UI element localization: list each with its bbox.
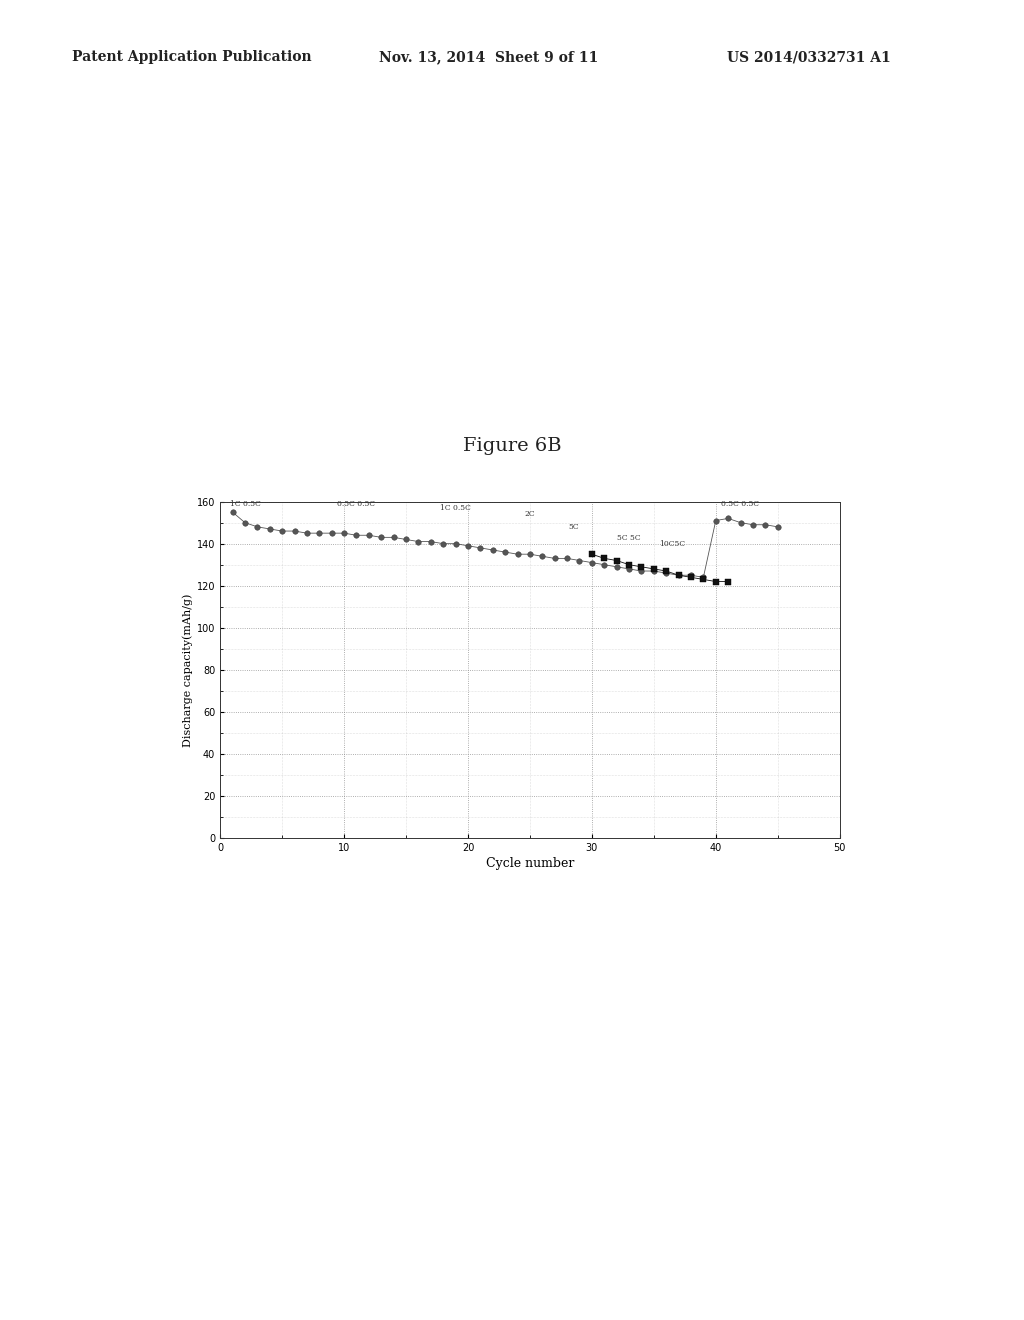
Text: US 2014/0332731 A1: US 2014/0332731 A1 [727,50,891,65]
Text: 1C 0.5C: 1C 0.5C [229,500,260,508]
Text: Nov. 13, 2014  Sheet 9 of 11: Nov. 13, 2014 Sheet 9 of 11 [379,50,598,65]
Text: 0.5C 0.5C: 0.5C 0.5C [337,500,376,508]
Y-axis label: Discharge capacity(mAh/g): Discharge capacity(mAh/g) [182,593,193,747]
Text: 10C5C: 10C5C [659,540,685,548]
Text: 2C: 2C [524,511,536,519]
X-axis label: Cycle number: Cycle number [485,857,574,870]
Text: Figure 6B: Figure 6B [463,437,561,455]
Text: 1C 0.5C: 1C 0.5C [440,504,471,512]
Text: 5C: 5C [568,523,579,531]
Text: Patent Application Publication: Patent Application Publication [72,50,311,65]
Text: 0.5C 0.5C: 0.5C 0.5C [722,500,760,508]
Text: 5C 5C: 5C 5C [617,533,641,541]
